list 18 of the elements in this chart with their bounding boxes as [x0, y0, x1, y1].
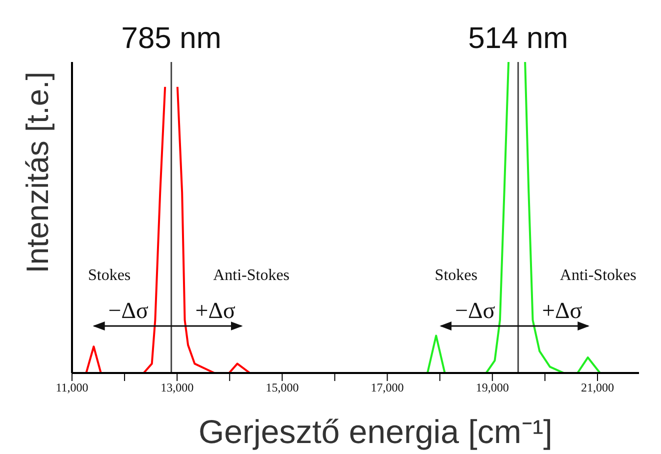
x-axis-title: Gerjesztő energia [cm⁻¹]	[198, 413, 552, 450]
annotation: Anti-Stokes	[213, 267, 290, 284]
annotation: +Δσ	[542, 298, 583, 323]
x-tick-label: 19,000	[476, 380, 509, 395]
x-tick-label: 15,000	[266, 380, 299, 395]
x-tick-label: 13,000	[160, 380, 194, 395]
y-axis-title: Intenzitás [t.e.]	[20, 72, 55, 274]
annotation: +Δσ	[195, 298, 236, 323]
annotation: −Δσ	[455, 298, 496, 323]
annotation: Anti-Stokes	[560, 267, 636, 284]
annotation: Stokes	[434, 267, 478, 284]
annotation: −Δσ	[108, 298, 149, 323]
x-tick-label: 21,000	[580, 380, 614, 395]
text: 514 nm	[468, 22, 568, 55]
x-tick-label: 11,000	[56, 380, 88, 395]
x-tick-label: 17,000	[370, 380, 404, 395]
annotation: Stokes	[88, 267, 131, 284]
text: 785 nm	[121, 22, 222, 55]
